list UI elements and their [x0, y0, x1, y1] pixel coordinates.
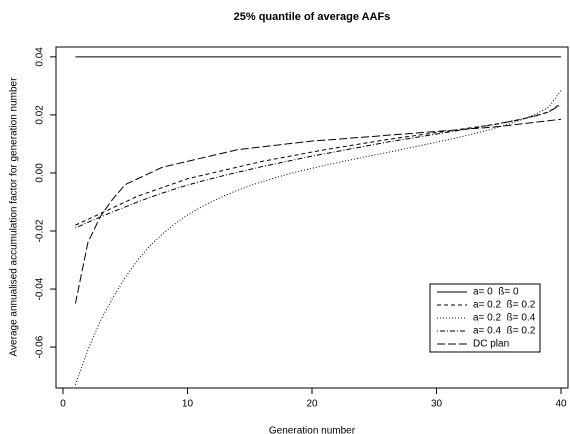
y-tick-label: 0.02	[35, 105, 46, 125]
y-tick-label: 0.04	[35, 47, 46, 67]
y-tick-label: -0.04	[35, 277, 46, 300]
x-tick-label: 40	[555, 399, 567, 410]
series-line	[74, 118, 562, 304]
x-tick-label: 30	[431, 399, 443, 410]
series-line	[75, 102, 562, 226]
x-tick-label: 20	[306, 399, 318, 410]
x-tick-label: 0	[60, 399, 66, 410]
x-tick-label: 10	[182, 399, 194, 410]
legend-label: DC plan	[473, 339, 509, 350]
legend-label: a= 0.2 ß= 0.4	[473, 313, 536, 324]
legend-box	[429, 283, 541, 353]
y-tick-label: 0.00	[35, 163, 46, 183]
x-axis-label: Generation number	[269, 426, 356, 434]
chart-title: 25% quantile of average AAFs	[234, 11, 391, 23]
legend-label: a= 0.2 ß= 0.2	[473, 300, 536, 311]
y-axis-label: Average annualised accumulation factor f…	[9, 77, 20, 357]
y-tick-label: -0.02	[35, 219, 46, 242]
legend-label: a= 0 ß= 0	[473, 287, 519, 298]
series-line	[74, 89, 562, 385]
series-line	[75, 104, 562, 229]
y-tick-label: -0.06	[35, 335, 46, 358]
legend-label: a= 0.4 ß= 0.2	[473, 326, 536, 337]
